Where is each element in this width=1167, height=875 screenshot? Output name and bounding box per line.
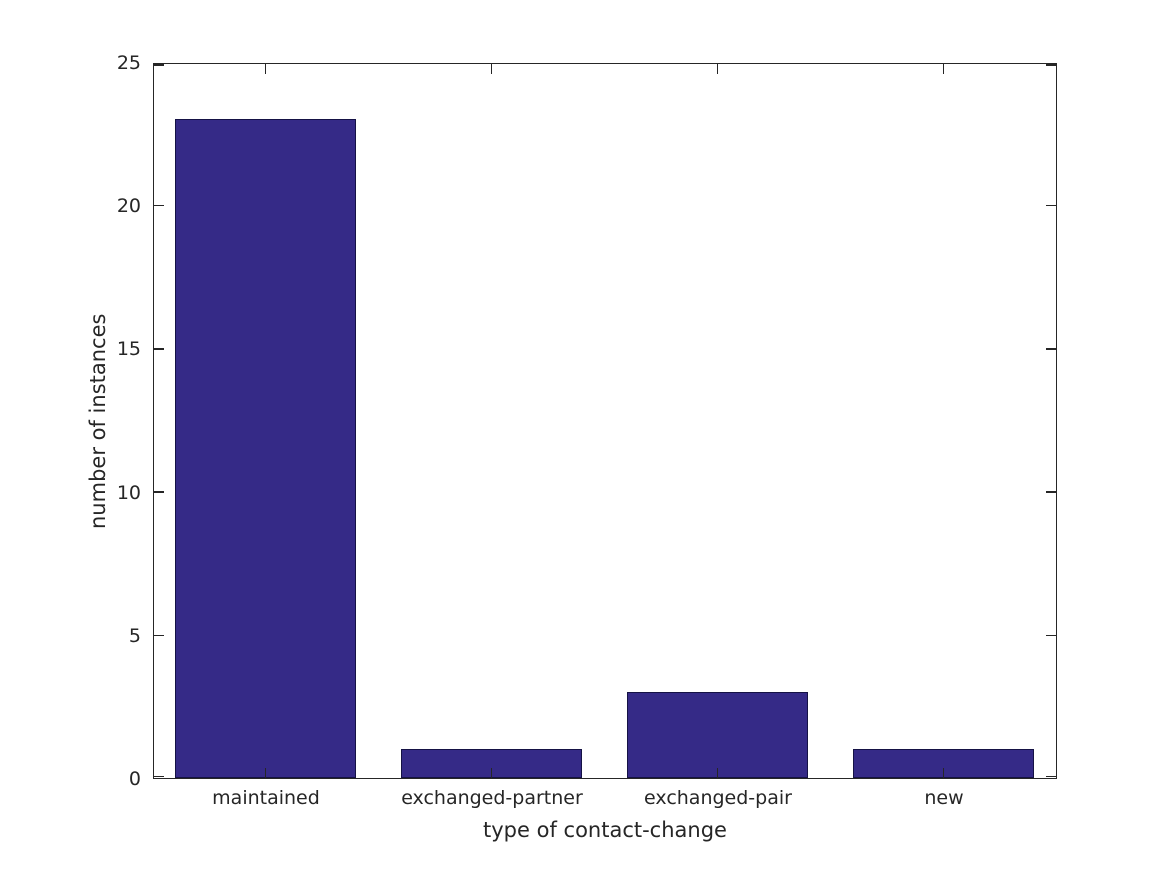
bar-maintained — [175, 119, 356, 778]
x-axis-tick — [264, 768, 267, 778]
y-axis-tick — [154, 204, 164, 207]
y-axis-tick — [154, 64, 164, 66]
x-tick-label-new: new — [924, 787, 964, 809]
x-axis-tick — [490, 64, 493, 74]
x-axis-tick — [942, 64, 945, 74]
bar-exchanged-pair — [627, 692, 808, 778]
x-axis-tick — [490, 768, 493, 778]
y-axis-tick — [154, 348, 164, 350]
plot-area — [153, 63, 1057, 779]
y-axis-tick — [1046, 491, 1056, 493]
x-axis-tick — [942, 768, 945, 778]
x-axis-tick — [716, 64, 719, 74]
y-axis-tick — [1046, 204, 1056, 207]
y-axis-tick — [154, 634, 164, 637]
y-tick-label-10: 10 — [116, 481, 141, 504]
x-tick-label-exchanged-pair: exchanged-pair — [644, 787, 792, 809]
y-axis-tick — [1046, 348, 1056, 350]
x-axis-label: type of contact-change — [483, 818, 727, 842]
y-tick-label-25: 25 — [116, 52, 141, 74]
x-tick-label-maintained: maintained — [212, 787, 320, 809]
y-tick-label-5: 5 — [128, 624, 141, 647]
y-axis-tick — [1046, 775, 1056, 777]
x-axis-tick — [264, 64, 267, 74]
y-tick-label-20: 20 — [116, 195, 141, 218]
y-tick-label-15: 15 — [116, 338, 141, 361]
y-axis-label: number of instances — [86, 313, 110, 529]
y-axis-tick — [1046, 634, 1056, 637]
x-axis-tick — [716, 768, 719, 778]
y-tick-label-0: 0 — [128, 768, 141, 790]
y-axis-tick — [154, 775, 164, 777]
y-axis-tick — [1046, 64, 1056, 66]
y-axis-tick — [154, 491, 164, 493]
x-tick-label-exchanged-partner: exchanged-partner — [401, 787, 583, 809]
